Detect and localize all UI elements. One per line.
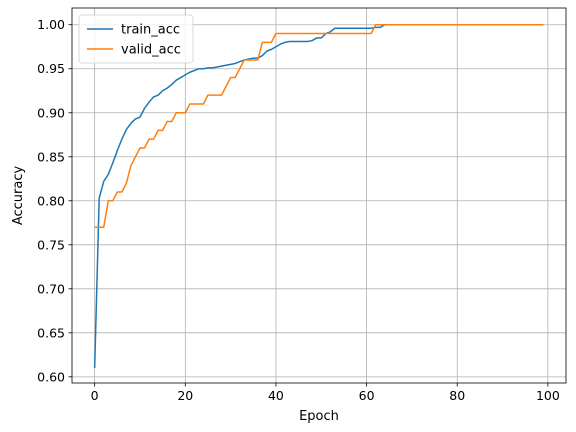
y-tick-label: 0.95	[37, 61, 65, 76]
y-axis-title: Accuracy	[11, 166, 26, 226]
series-layer	[95, 25, 544, 368]
y-tick-label: 0.90	[37, 105, 65, 120]
x-tick-label: 60	[359, 388, 375, 403]
y-tick-label: 0.65	[37, 325, 65, 340]
x-tick-label: 0	[91, 388, 99, 403]
y-tick-label: 0.85	[37, 149, 65, 164]
y-tick-label: 1.00	[37, 17, 65, 32]
legend-label-valid-acc: valid_acc	[121, 43, 181, 58]
y-tick-label: 0.80	[37, 193, 65, 208]
y-tick-label: 0.60	[37, 369, 65, 384]
legend-label-train-acc: train_acc	[121, 23, 180, 38]
x-axis-ticks: 0 20 40 60 80 100	[91, 383, 560, 403]
x-tick-label: 100	[536, 388, 560, 403]
grid-lines	[72, 8, 566, 383]
y-axis-ticks: 0.60 0.65 0.70 0.75 0.80 0.85 0.90 0.95 1.00	[37, 17, 72, 384]
x-tick-label: 40	[268, 388, 284, 403]
x-tick-label: 80	[449, 388, 465, 403]
y-tick-label: 0.75	[37, 237, 65, 252]
series-line-train-acc	[95, 25, 544, 368]
x-axis-title: Epoch	[299, 409, 339, 424]
y-tick-label: 0.70	[37, 281, 65, 296]
legend: train_acc valid_acc	[79, 15, 193, 63]
x-tick-label: 20	[177, 388, 193, 403]
plot-frame	[72, 8, 566, 383]
